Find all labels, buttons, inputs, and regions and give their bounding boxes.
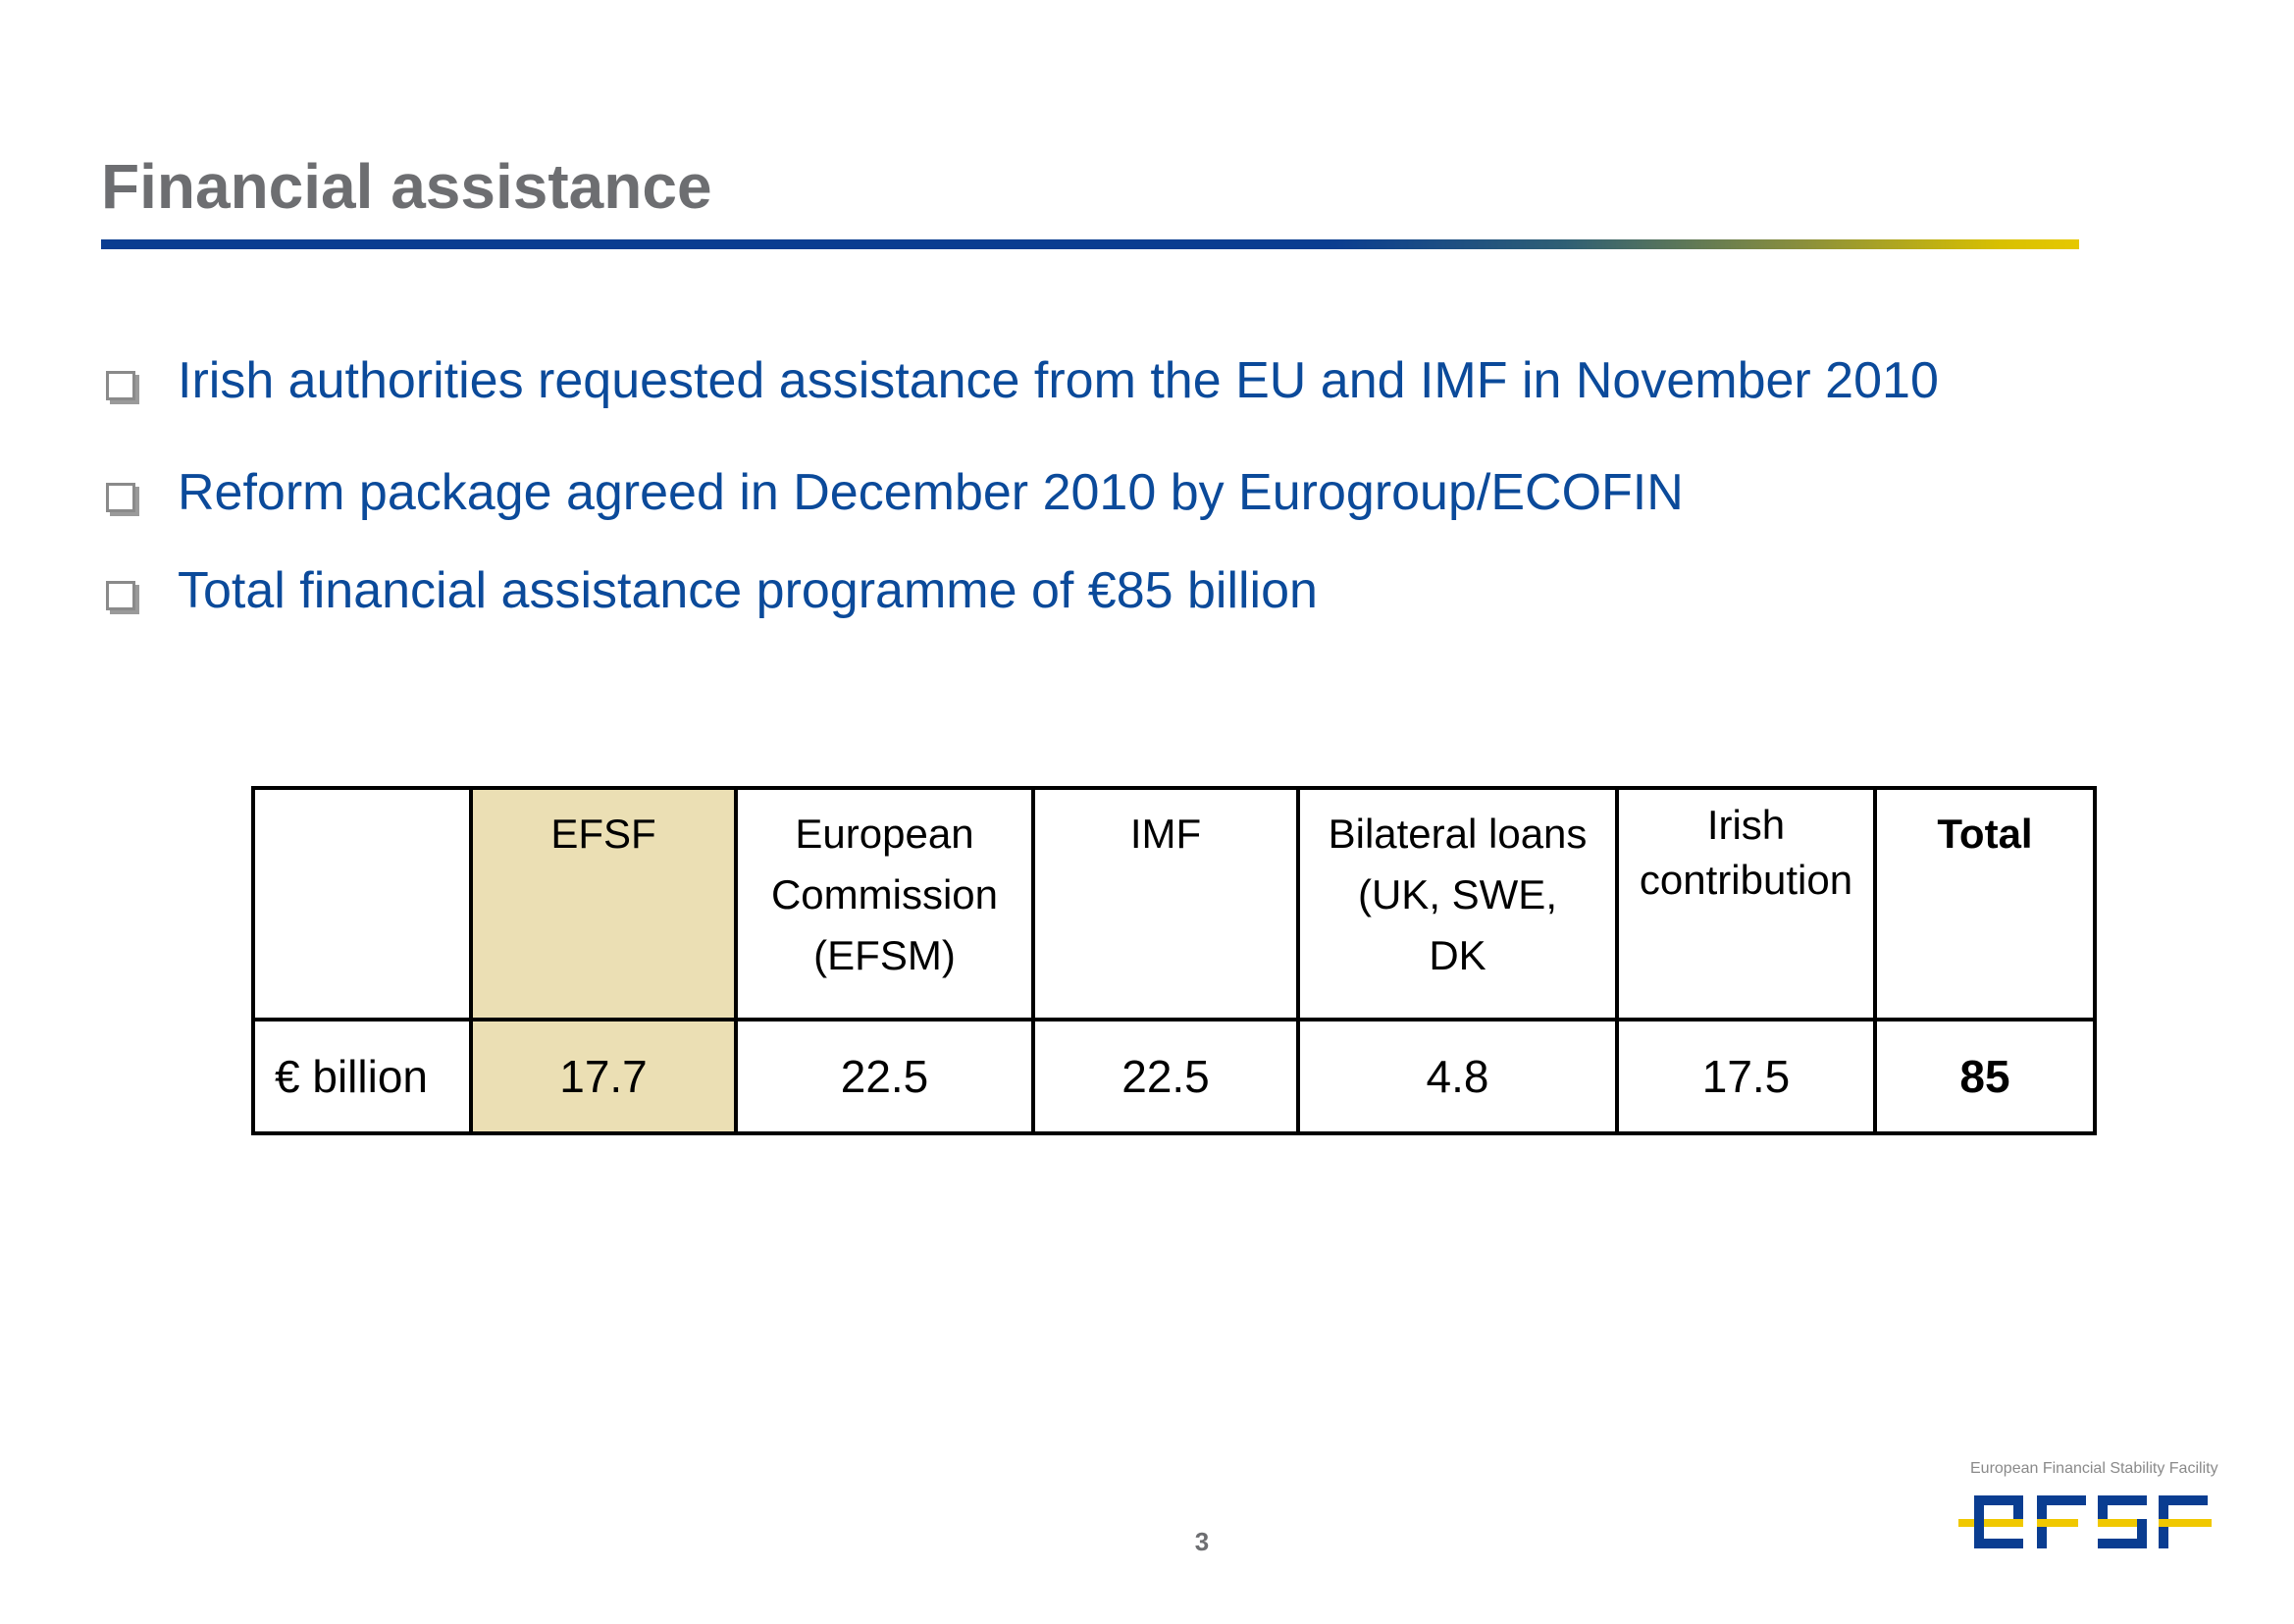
header-irish-contribution: Irish contribution	[1615, 786, 1877, 1022]
financial-assistance-table: EFSF European Commission (EFSM) IMF Bila…	[251, 786, 2097, 1135]
logo-caption: European Financial Stability Facility	[1970, 1460, 2218, 1477]
page-number: 3	[1194, 1527, 1210, 1556]
value-european-commission: 22.5	[734, 1018, 1035, 1135]
header-bilateral-loans: Bilateral loans (UK, SWE, DK	[1296, 786, 1619, 1022]
header-total: Total	[1873, 786, 2097, 1022]
table-corner-cell	[251, 786, 473, 1022]
value-irish-contribution: 17.5	[1615, 1018, 1877, 1135]
checkbox-bullet-icon	[106, 483, 135, 512]
row-label: € billion	[251, 1018, 473, 1135]
bullet-text: Reform package agreed in December 2010 b…	[178, 464, 1684, 521]
header-efsf: EFSF	[469, 786, 738, 1022]
checkbox-bullet-icon	[106, 581, 135, 610]
bullet-text: Total financial assistance programme of …	[178, 562, 1318, 619]
value-total: 85	[1873, 1018, 2097, 1135]
slide-title: Financial assistance	[101, 151, 712, 222]
header-imf: IMF	[1031, 786, 1300, 1022]
value-imf: 22.5	[1031, 1018, 1300, 1135]
value-bilateral-loans: 4.8	[1296, 1018, 1619, 1135]
table-header-row: EFSF European Commission (EFSM) IMF Bila…	[251, 786, 2097, 1022]
value-efsf: 17.7	[469, 1018, 738, 1135]
bullet-text: Irish authorities requested assistance f…	[178, 352, 1939, 409]
checkbox-bullet-icon	[106, 371, 135, 400]
efsf-logo	[1958, 1495, 2212, 1548]
header-european-commission: European Commission (EFSM)	[734, 786, 1035, 1022]
table-row: € billion 17.7 22.5 22.5 4.8 17.5 85	[251, 1018, 2097, 1135]
title-divider	[101, 239, 2079, 249]
